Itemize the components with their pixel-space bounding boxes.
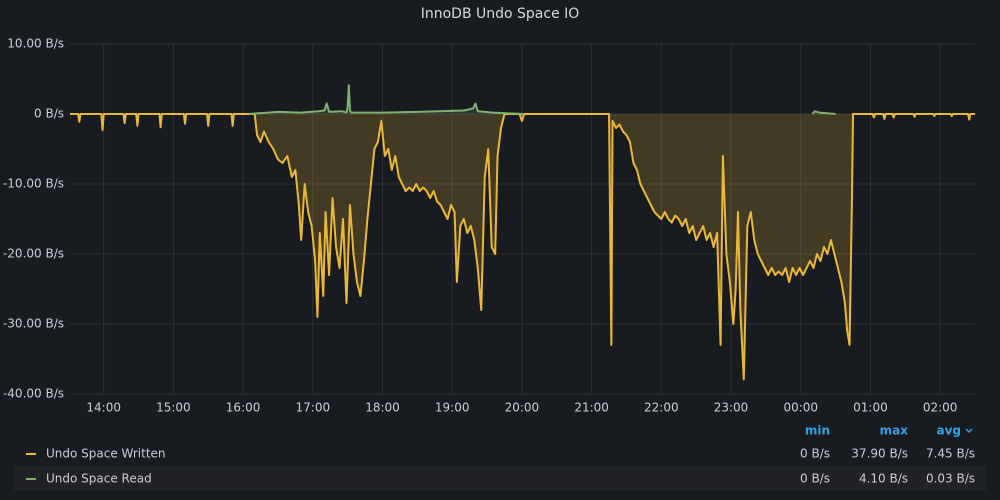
x-tick-label: 21:00 <box>574 401 609 415</box>
y-tick-label: 10.00 B/s <box>7 37 64 51</box>
legend-header[interactable]: avg <box>936 424 961 438</box>
legend-label[interactable]: Undo Space Written <box>46 447 166 461</box>
series-line <box>70 113 975 381</box>
x-tick-label: 23:00 <box>714 401 749 415</box>
legend-value: 0 B/s <box>800 472 830 486</box>
y-tick-label: -20.00 B/s <box>3 247 64 261</box>
axes: 10.00 B/s 0 B/s -10.00 B/s -20.00 B/s -30.00… <box>3 37 957 415</box>
legend-header[interactable]: max <box>880 424 909 438</box>
y-tick-label: -10.00 B/s <box>3 177 64 191</box>
x-tick-label: 20:00 <box>505 401 540 415</box>
legend-label[interactable]: Undo Space Read <box>46 472 152 486</box>
legend-value: 7.45 B/s <box>926 447 975 461</box>
legend: min max avg Undo Space Written 0 B/s 37.90… <box>26 424 975 486</box>
legend-value: 0 B/s <box>800 447 830 461</box>
sort-icon <box>965 428 973 434</box>
legend-value: 4.10 B/s <box>859 472 908 486</box>
y-tick-label: -40.00 B/s <box>3 387 64 401</box>
y-tick-label: 0 B/s <box>34 107 64 121</box>
x-tick-label: 02:00 <box>923 401 958 415</box>
x-tick-label: 00:00 <box>783 401 818 415</box>
legend-value: 37.90 B/s <box>851 447 908 461</box>
x-tick-label: 14:00 <box>86 401 121 415</box>
legend-value: 0.03 B/s <box>926 472 975 486</box>
x-tick-label: 16:00 <box>226 401 261 415</box>
legend-row-bg <box>14 466 986 491</box>
x-tick-label: 22:00 <box>644 401 679 415</box>
x-tick-label: 15:00 <box>156 401 191 415</box>
x-tick-label: 01:00 <box>853 401 888 415</box>
legend-header[interactable]: min <box>805 424 830 438</box>
series-area <box>70 114 975 380</box>
y-tick-label: -30.00 B/s <box>3 317 64 331</box>
chart-title: InnoDB Undo Space IO <box>421 6 580 22</box>
series-line <box>248 84 836 115</box>
x-tick-label: 17:00 <box>296 401 331 415</box>
plot <box>70 84 975 381</box>
x-tick-label: 18:00 <box>365 401 400 415</box>
x-tick-label: 19:00 <box>435 401 470 415</box>
